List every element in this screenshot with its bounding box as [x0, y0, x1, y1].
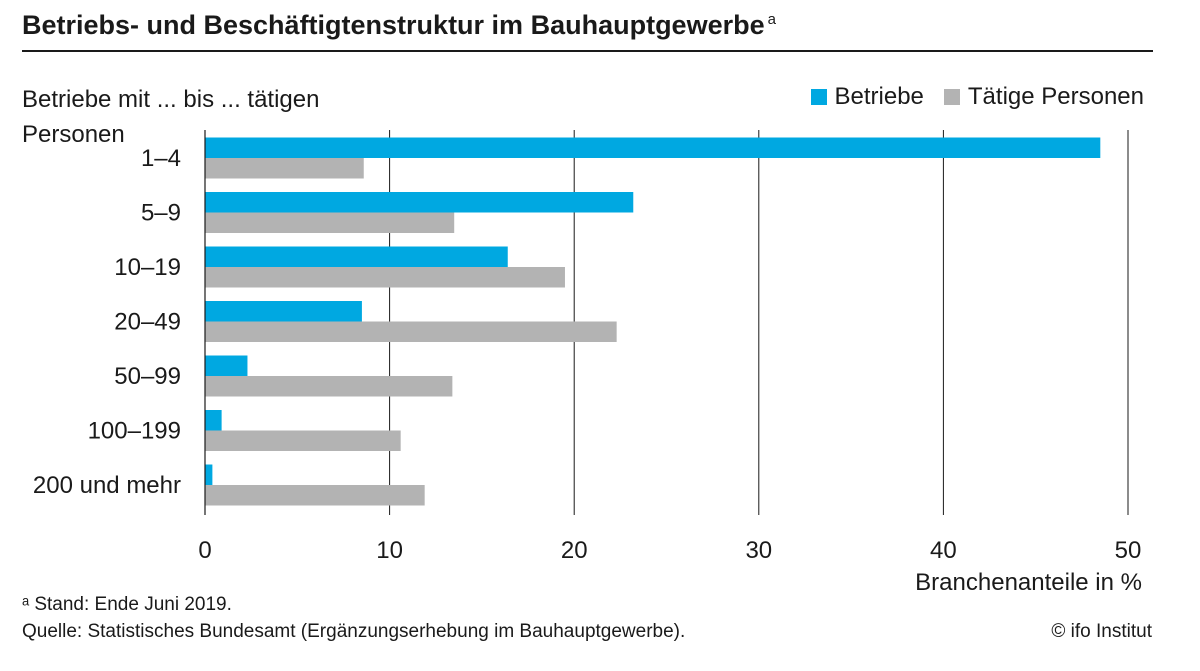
- legend-label-betriebe: Betriebe: [834, 83, 924, 110]
- category-label-5: 100–199: [88, 418, 181, 445]
- footnote: ᵃ Stand: Ende Juni 2019.: [22, 594, 232, 615]
- x-tick-label-20: 20: [561, 537, 588, 564]
- category-label-0: 1–4: [141, 145, 181, 172]
- bar-betriebe-2: [205, 246, 508, 267]
- category-label-1: 5–9: [141, 200, 181, 227]
- chart-title-text: Betriebs- und Beschäftigtenstruktur im B…: [22, 10, 765, 40]
- bar-taetige-personen-2: [205, 267, 565, 288]
- category-label-4: 50–99: [114, 363, 181, 390]
- legend: Betriebe Tätige Personen: [791, 82, 1144, 112]
- x-tick-label-50: 50: [1115, 537, 1142, 564]
- bar-taetige-personen-4: [205, 376, 453, 397]
- bar-taetige-personen-1: [205, 212, 455, 233]
- legend-entry-taetige-personen: Tätige Personen: [943, 82, 1144, 112]
- x-tick-label-10: 10: [376, 537, 403, 564]
- bar-taetige-personen-6: [205, 485, 425, 506]
- title-footnote-marker: a: [767, 11, 776, 28]
- bar-taetige-personen-5: [205, 430, 401, 451]
- category-label-6: 200 und mehr: [33, 472, 181, 499]
- x-axis-label: Branchenanteile in %: [915, 569, 1142, 596]
- bar-taetige-personen-0: [205, 158, 364, 179]
- category-label-3: 20–49: [114, 309, 181, 336]
- bar-betriebe-3: [205, 301, 362, 322]
- bar-taetige-personen-3: [205, 321, 617, 342]
- bar-betriebe-4: [205, 355, 248, 376]
- copyright: © ifo Institut: [1051, 621, 1152, 642]
- legend-entry-betriebe: Betriebe: [810, 82, 924, 112]
- category-label-2: 10–19: [114, 254, 181, 281]
- y-axis-label: Betriebe mit ... bis ... tätigen Persone…: [22, 86, 320, 148]
- bar-betriebe-1: [205, 192, 634, 213]
- x-tick-label-40: 40: [930, 537, 957, 564]
- legend-label-taetige-personen: Tätige Personen: [967, 83, 1144, 110]
- chart-title: Betriebs- und Beschäftigtenstruktur im B…: [22, 10, 776, 41]
- legend-swatch-betriebe: [810, 89, 827, 105]
- title-divider: [22, 50, 1153, 52]
- bar-betriebe-5: [205, 410, 222, 431]
- source-note: Quelle: Statistisches Bundesamt (Ergänzu…: [22, 621, 686, 642]
- bar-betriebe-6: [205, 464, 213, 485]
- bar-chart: 1–4 5–9 10–19 20–49 50–99 100–199 200 und mehr…: [33, 130, 1142, 596]
- x-tick-label-30: 30: [745, 537, 772, 564]
- bar-betriebe-0: [205, 137, 1101, 158]
- legend-swatch-taetige-personen: [943, 89, 960, 105]
- x-tick-label-0: 0: [198, 537, 211, 564]
